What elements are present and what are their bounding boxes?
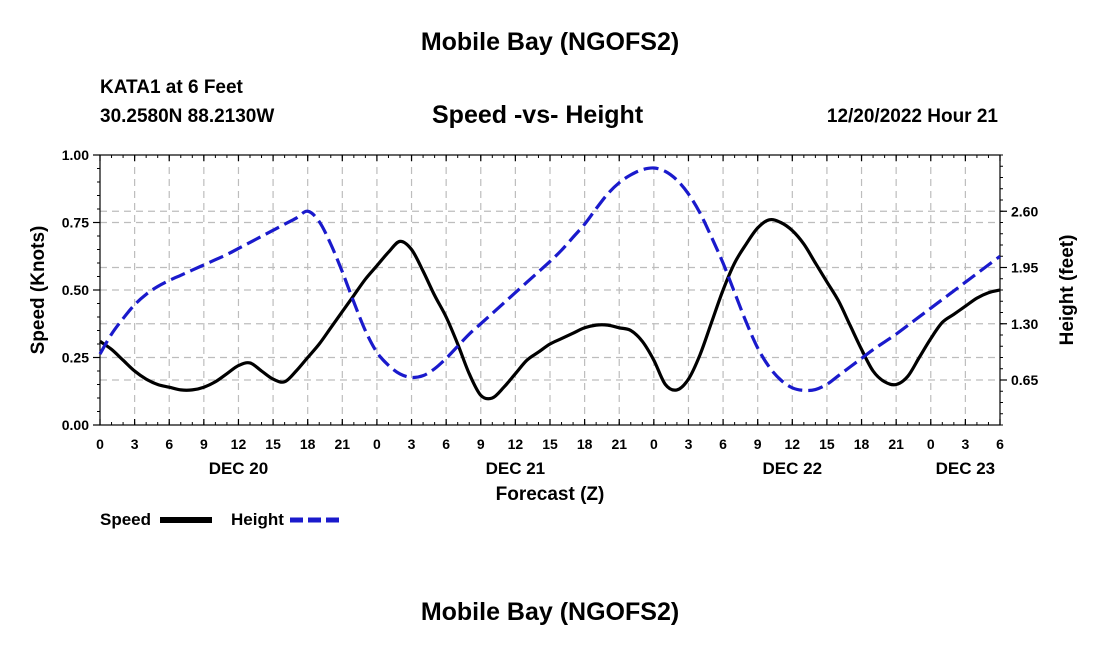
x-tick-label: 0	[96, 436, 104, 452]
y-axis-label-left: Speed (Knots)	[28, 226, 49, 355]
station-coordinates: 30.2580N 88.2130W	[100, 106, 275, 127]
y-right-tick-label: 0.65	[1011, 372, 1038, 388]
x-tick-label: 15	[265, 436, 281, 452]
x-tick-label: 18	[577, 436, 593, 452]
x-tick-label: 15	[542, 436, 558, 452]
legend-label-speed: Speed	[100, 510, 151, 529]
y-right-tick-label: 1.95	[1011, 260, 1038, 276]
x-tick-label: 9	[754, 436, 762, 452]
x-tick-label: 0	[373, 436, 381, 452]
x-date-label: DEC 23	[936, 459, 996, 478]
x-tick-label: 12	[508, 436, 524, 452]
series-line-height	[98, 166, 1001, 393]
x-tick-label: 18	[300, 436, 316, 452]
legend: Speed Height	[100, 510, 342, 529]
x-tick-label: 21	[611, 436, 627, 452]
series-line-speed	[99, 217, 1001, 401]
x-date-label: DEC 21	[486, 459, 546, 478]
x-tick-label: 0	[650, 436, 658, 452]
x-tick-label: 21	[335, 436, 351, 452]
x-tick-label: 15	[819, 436, 835, 452]
axis-ticks	[93, 154, 1007, 426]
x-tick-label: 6	[442, 436, 450, 452]
y-right-tick-label: 1.30	[1011, 316, 1038, 332]
footer-title: Mobile Bay (NGOFS2)	[420, 598, 680, 626]
x-tick-label: 9	[477, 436, 485, 452]
x-tick-label: 3	[961, 436, 969, 452]
y-left-tick-label: 0.25	[62, 350, 89, 366]
station-label: KATA1 at 6 Feet	[100, 77, 243, 98]
x-tick-label: 12	[785, 436, 801, 452]
x-tick-label: 6	[996, 436, 1004, 452]
x-date-label: DEC 22	[763, 459, 823, 478]
speed-height-chart: 0 3 6 9 12 15 18 21 0 3 6 9 12 15 18 21 0 3 6 9 12 15 18 21 0 3 6D…	[28, 147, 1078, 529]
legend-label-height: Height	[231, 510, 284, 529]
y-axis-label-right: Height (feet)	[1057, 235, 1078, 346]
y-left-tick-label: 0.50	[62, 282, 89, 298]
x-tick-label: 6	[165, 436, 173, 452]
series-layer	[98, 166, 1001, 401]
x-date-label: DEC 20	[209, 459, 269, 478]
x-tick-label: 18	[854, 436, 870, 452]
x-tick-label: 3	[131, 436, 139, 452]
y-left-tick-label: 0.00	[62, 417, 89, 433]
page-title: Mobile Bay (NGOFS2)	[420, 28, 680, 56]
x-tick-label: 0	[927, 436, 935, 452]
y-left-tick-label: 0.75	[62, 215, 89, 231]
x-tick-label: 21	[888, 436, 904, 452]
chart-grid	[100, 155, 1000, 425]
forecast-datetime: 12/20/2022 Hour 21	[826, 106, 998, 127]
y-left-tick-label: 1.00	[62, 147, 89, 163]
x-tick-label: 6	[719, 436, 727, 452]
x-tick-label: 3	[408, 436, 416, 452]
axis-tick-labels: 0 3 6 9 12 15 18 21 0 3 6 9 12 15 18 21 0 3 6 9 12 15 18 21 0 3 6D…	[62, 147, 1039, 478]
x-tick-label: 12	[231, 436, 247, 452]
x-tick-label: 3	[685, 436, 693, 452]
chart-subtitle: Speed -vs- Height	[432, 101, 644, 129]
x-tick-label: 9	[200, 436, 208, 452]
y-right-tick-label: 2.60	[1011, 203, 1038, 219]
x-axis-label: Forecast (Z)	[496, 484, 605, 505]
